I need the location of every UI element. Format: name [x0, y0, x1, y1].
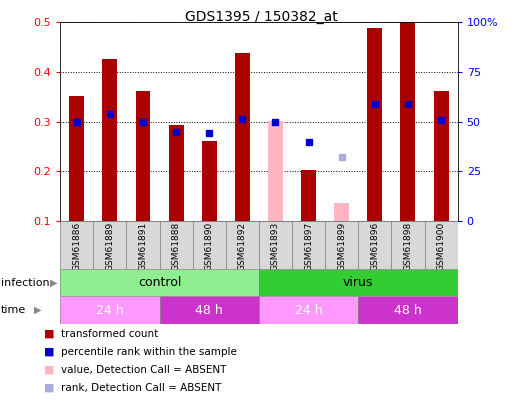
Text: control: control [138, 276, 181, 290]
Bar [60, 269, 259, 296]
Text: GSM61899: GSM61899 [337, 222, 346, 271]
Text: time: time [1, 305, 26, 315]
Bar [425, 221, 458, 269]
Bar [391, 221, 425, 269]
Bar [103, 60, 117, 221]
Bar [202, 141, 217, 221]
Bar [226, 221, 259, 269]
Bar [69, 96, 84, 221]
Text: GSM61890: GSM61890 [204, 222, 214, 271]
Bar [325, 221, 358, 269]
Bar [135, 91, 151, 221]
Text: 48 h: 48 h [394, 304, 422, 317]
Text: ▶: ▶ [50, 278, 57, 288]
Text: GSM61896: GSM61896 [370, 222, 379, 271]
Bar [401, 22, 415, 221]
Bar [93, 221, 127, 269]
Bar [127, 221, 160, 269]
Text: ▶: ▶ [34, 305, 41, 315]
Text: GSM61888: GSM61888 [172, 222, 180, 271]
Bar [259, 296, 358, 324]
Text: GDS1395 / 150382_at: GDS1395 / 150382_at [185, 10, 338, 24]
Text: ■: ■ [44, 329, 55, 339]
Text: ■: ■ [44, 347, 55, 357]
Text: infection: infection [1, 278, 50, 288]
Text: ■: ■ [44, 383, 55, 392]
Text: rank, Detection Call = ABSENT: rank, Detection Call = ABSENT [61, 383, 222, 392]
Bar [60, 296, 160, 324]
Bar [334, 203, 349, 221]
Text: 24 h: 24 h [96, 304, 123, 317]
Text: GSM61886: GSM61886 [72, 222, 81, 271]
Bar [358, 221, 391, 269]
Bar [301, 170, 316, 221]
Bar [259, 221, 292, 269]
Text: GSM61897: GSM61897 [304, 222, 313, 271]
Text: ■: ■ [44, 365, 55, 375]
Bar [235, 53, 250, 221]
Text: percentile rank within the sample: percentile rank within the sample [61, 347, 237, 357]
Text: GSM61900: GSM61900 [437, 222, 446, 271]
Text: 48 h: 48 h [195, 304, 223, 317]
Text: 24 h: 24 h [295, 304, 322, 317]
Bar [367, 28, 382, 221]
Bar [259, 269, 458, 296]
Bar [160, 296, 259, 324]
Bar [358, 296, 458, 324]
Bar [60, 221, 93, 269]
Bar [434, 91, 449, 221]
Bar [292, 221, 325, 269]
Text: GSM61891: GSM61891 [139, 222, 147, 271]
Text: GSM61898: GSM61898 [403, 222, 413, 271]
Text: transformed count: transformed count [61, 329, 158, 339]
Text: virus: virus [343, 276, 373, 290]
Text: value, Detection Call = ABSENT: value, Detection Call = ABSENT [61, 365, 226, 375]
Text: GSM61889: GSM61889 [105, 222, 115, 271]
Bar [268, 121, 283, 221]
Bar [160, 221, 192, 269]
Bar [192, 221, 226, 269]
Text: GSM61892: GSM61892 [238, 222, 247, 271]
Text: GSM61893: GSM61893 [271, 222, 280, 271]
Bar [168, 125, 184, 221]
